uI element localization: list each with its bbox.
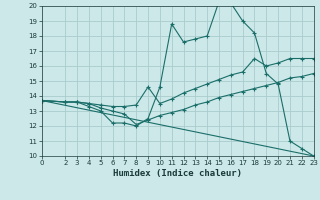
X-axis label: Humidex (Indice chaleur): Humidex (Indice chaleur) xyxy=(113,169,242,178)
